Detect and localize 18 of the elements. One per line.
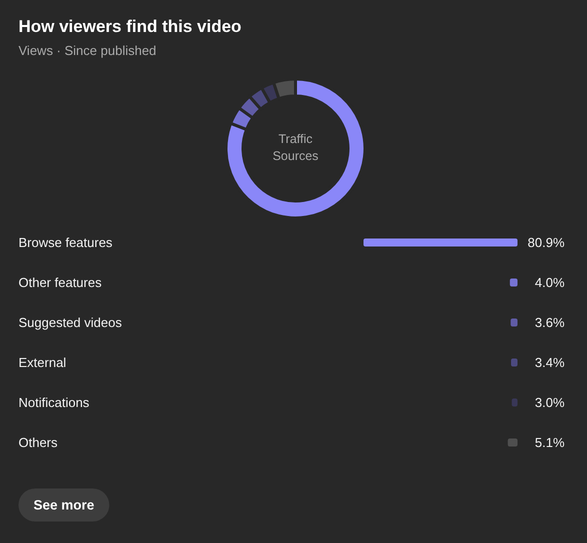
chart-title: How viewers find this video <box>18 17 242 36</box>
y-tick-label: Browse features <box>18 235 113 250</box>
text: Traffic Sources <box>272 132 318 163</box>
y-tick-label: External <box>18 355 66 370</box>
data-label: 3.4% <box>534 355 565 370</box>
y-tick-label: Other features <box>18 275 102 290</box>
text: See more <box>34 498 95 512</box>
y-tick-label: Others <box>18 435 58 450</box>
text: Views · Since published <box>18 43 156 58</box>
data-label: 3.0% <box>534 395 565 410</box>
data-label: 5.1% <box>534 435 565 450</box>
data-label: 80.9% <box>528 235 565 250</box>
y-tick-label: Notifications <box>18 395 90 410</box>
bar <box>508 438 518 446</box>
data-label: 4.0% <box>534 275 565 290</box>
bar <box>364 238 518 246</box>
data-label: 3.6% <box>534 315 565 330</box>
y-tick-label: Suggested videos <box>18 315 122 330</box>
